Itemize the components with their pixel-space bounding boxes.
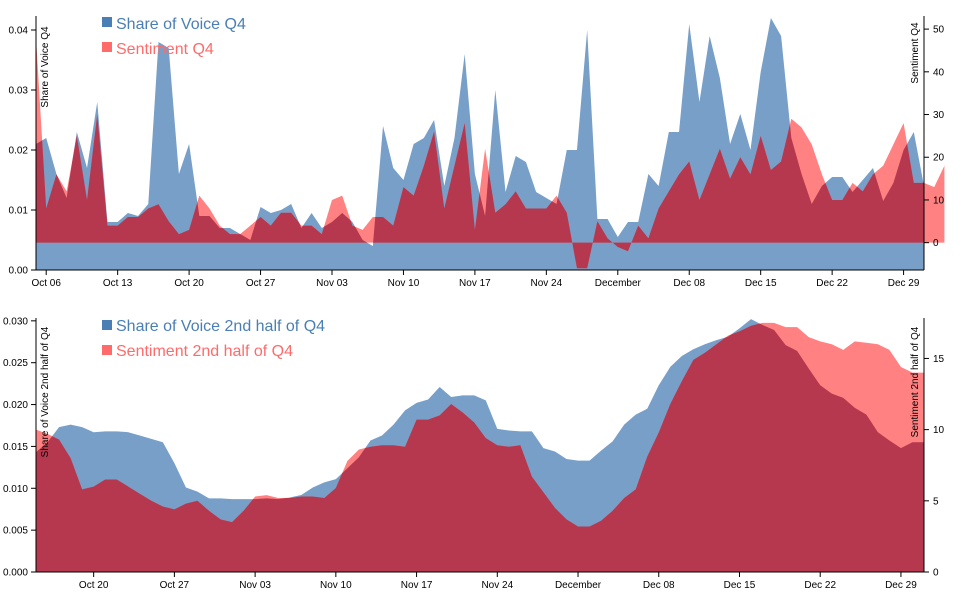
top-x-tick-label: Dec 22 xyxy=(816,278,848,289)
bottom-x-tick-label: Nov 03 xyxy=(239,580,271,591)
bottom-overlap-area xyxy=(36,322,924,572)
top-x-tick-label: Nov 10 xyxy=(388,278,420,289)
bottom-x-tick-label: Dec 29 xyxy=(885,580,917,591)
bottom-left-tick-label: 0.000 xyxy=(3,568,28,579)
top-x-tick-label: Nov 17 xyxy=(459,278,491,289)
top-overlap-area xyxy=(36,37,924,269)
bottom-legend-swatch-sov xyxy=(102,320,112,330)
top-right-tick-label: 30 xyxy=(933,110,945,121)
top-x-tick-label: Oct 27 xyxy=(246,278,276,289)
top-x-tick-label: Dec 15 xyxy=(745,278,777,289)
top-legend: Share of Voice Q4 Sentiment Q4 xyxy=(102,16,246,58)
top-x-tick-label: Oct 20 xyxy=(174,278,204,289)
top-left-tick-label: 0.01 xyxy=(9,206,29,217)
top-x-tick-label: Oct 06 xyxy=(31,278,61,289)
top-x-tick-label: Nov 03 xyxy=(316,278,348,289)
bottom-right-tick-label: 15 xyxy=(933,354,945,365)
top-legend-swatch-sov xyxy=(102,17,112,27)
bottom-right-axis: 0 5 10 15 xyxy=(923,318,945,579)
bottom-x-tick-label: Nov 10 xyxy=(320,580,352,591)
bottom-left-tick-label: 0.005 xyxy=(3,526,28,537)
bottom-legend-label-sov: Share of Voice 2nd half of Q4 xyxy=(116,318,325,335)
top-legend-swatch-sentiment xyxy=(102,42,112,52)
bottom-x-tick-label: Dec 08 xyxy=(643,580,675,591)
top-right-tick-label: 20 xyxy=(933,153,945,164)
top-legend-label-sov: Share of Voice Q4 xyxy=(116,16,246,33)
bottom-x-axis: Oct 20 Oct 27 Nov 03 Nov 10 Nov 17 Nov 24 Dece… xyxy=(36,571,924,591)
bottom-x-tick-label: Nov 17 xyxy=(401,580,433,591)
top-legend-label-sentiment: Sentiment Q4 xyxy=(116,41,214,58)
top-right-tick-label: 40 xyxy=(933,67,945,78)
bottom-x-tick-label: Oct 20 xyxy=(79,580,109,591)
top-left-tick-label: 0.02 xyxy=(9,146,29,157)
top-right-tick-label: 50 xyxy=(933,25,945,36)
top-x-tick-label: Nov 24 xyxy=(531,278,563,289)
bottom-legend-label-sentiment: Sentiment 2nd half of Q4 xyxy=(116,343,293,360)
top-left-axis: 0.00 0.01 0.02 0.03 0.04 xyxy=(9,16,37,277)
bottom-right-tick-label: 10 xyxy=(933,425,945,436)
top-plot-area xyxy=(36,18,945,270)
top-x-tick-label: December xyxy=(595,278,642,289)
chart-bottom: 0.000 0.005 0.010 0.015 0.020 0.025 0.030 0 5 10… xyxy=(3,316,945,591)
bottom-x-tick-label: Nov 24 xyxy=(481,580,513,591)
bottom-left-tick-label: 0.020 xyxy=(3,400,28,411)
bottom-left-tick-label: 0.010 xyxy=(3,484,28,495)
bottom-x-tick-label: Oct 27 xyxy=(160,580,190,591)
bottom-legend: Share of Voice 2nd half of Q4 Sentiment … xyxy=(102,318,325,360)
bottom-left-tick-label: 0.030 xyxy=(3,316,28,327)
top-right-axis: 0 10 20 30 40 50 xyxy=(923,16,945,270)
bottom-x-tick-label: December xyxy=(555,580,602,591)
top-right-axis-title: Sentiment Q4 xyxy=(910,22,921,84)
top-left-axis-title: Share of Voice Q4 xyxy=(40,26,51,108)
top-left-tick-label: 0.00 xyxy=(9,266,29,277)
bottom-x-tick-label: Dec 22 xyxy=(804,580,836,591)
top-x-tick-label: Dec 08 xyxy=(673,278,705,289)
bottom-left-tick-label: 0.025 xyxy=(3,358,28,369)
bottom-left-tick-label: 0.015 xyxy=(3,442,28,453)
top-x-tick-label: Oct 13 xyxy=(103,278,133,289)
bottom-left-axis-title: Share of Voice 2nd half of Q4 xyxy=(40,326,51,457)
bottom-x-tick-label: Dec 15 xyxy=(724,580,756,591)
bottom-right-axis-title: Sentiment 2nd half of Q4 xyxy=(910,326,921,437)
bottom-right-tick-label: 0 xyxy=(933,568,939,579)
top-x-tick-label: Dec 29 xyxy=(888,278,920,289)
top-left-tick-label: 0.03 xyxy=(9,86,29,97)
bottom-legend-swatch-sentiment xyxy=(102,345,112,355)
top-left-tick-label: 0.04 xyxy=(9,26,29,37)
top-right-tick-label: 10 xyxy=(933,195,945,206)
bottom-left-axis: 0.000 0.005 0.010 0.015 0.020 0.025 0.030 xyxy=(3,316,37,579)
bottom-right-tick-label: 5 xyxy=(933,496,939,507)
top-right-tick-label: 0 xyxy=(933,238,939,249)
top-x-axis: Oct 06 Oct 13 Oct 20 Oct 27 Nov 03 Nov 10 Nov … xyxy=(31,269,924,289)
bottom-plot-area xyxy=(36,319,924,572)
